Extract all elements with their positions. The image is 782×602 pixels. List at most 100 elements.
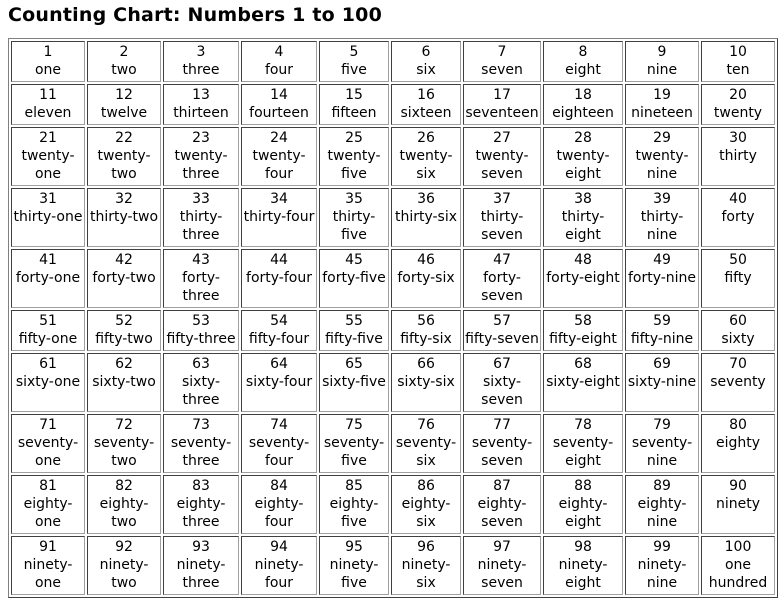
number-word: seventeen bbox=[465, 105, 539, 121]
number-cell: 61 sixty-one bbox=[11, 353, 85, 412]
number-word: ninety-nine bbox=[637, 557, 687, 591]
number-cell: 6 six bbox=[391, 41, 461, 82]
number-cell: 58 fifty-eight bbox=[543, 310, 623, 351]
number-word: sixteen bbox=[400, 105, 452, 121]
number-digit: 16 bbox=[417, 87, 435, 103]
number-cell: 72 seventy-two bbox=[87, 414, 161, 473]
number-word: sixty-five bbox=[322, 374, 386, 390]
number-word: forty-six bbox=[397, 270, 455, 286]
number-cell: 90 ninety bbox=[701, 475, 775, 534]
number-word: fifty-three bbox=[166, 331, 236, 347]
number-digit: 39 bbox=[653, 191, 671, 207]
number-word: seventy bbox=[710, 374, 766, 390]
number-cell: 70 seventy bbox=[701, 353, 775, 412]
number-word: ninety-three bbox=[176, 557, 226, 591]
number-word: nineteen bbox=[631, 105, 693, 121]
number-digit: 95 bbox=[345, 539, 363, 555]
number-digit: 26 bbox=[417, 130, 435, 146]
number-cell: 36 thirty-six bbox=[391, 188, 461, 247]
number-digit: 78 bbox=[574, 417, 592, 433]
number-cell: 46 forty-six bbox=[391, 249, 461, 308]
number-word: eighty-five bbox=[329, 496, 379, 530]
number-digit: 3 bbox=[196, 44, 206, 60]
number-word: ninety-one bbox=[23, 557, 73, 591]
number-digit: 63 bbox=[192, 356, 210, 372]
number-word: forty-three bbox=[182, 270, 220, 304]
number-cell: 1 one bbox=[11, 41, 85, 82]
number-digit: 45 bbox=[345, 252, 363, 268]
number-digit: 22 bbox=[115, 130, 133, 146]
number-cell: 87 eighty-seven bbox=[463, 475, 541, 534]
number-digit: 84 bbox=[270, 478, 288, 494]
number-cell: 99 ninety-nine bbox=[625, 536, 699, 595]
number-word: sixty-two bbox=[92, 374, 156, 390]
number-cell: 28 twenty-eight bbox=[543, 127, 623, 186]
number-word: fifty-two bbox=[95, 331, 153, 347]
number-digit: 38 bbox=[574, 191, 592, 207]
number-cell: 84 eighty-four bbox=[241, 475, 317, 534]
number-digit: 74 bbox=[270, 417, 288, 433]
number-cell: 83 eighty-three bbox=[163, 475, 239, 534]
number-digit: 10 bbox=[729, 44, 747, 60]
number-cell: 92 ninety-two bbox=[87, 536, 161, 595]
number-digit: 21 bbox=[39, 130, 57, 146]
number-digit: 50 bbox=[729, 252, 747, 268]
table-row: 31 thirty-one 32 thirty-two 33 thirty-three 34… bbox=[11, 188, 775, 247]
number-cell: 79 seventy-nine bbox=[625, 414, 699, 473]
number-word: one bbox=[34, 62, 62, 78]
number-cell: 43 forty-three bbox=[163, 249, 239, 308]
number-cell: 39 thirty-nine bbox=[625, 188, 699, 247]
number-word: eighty-six bbox=[401, 496, 451, 530]
table-row: 91 ninety-one 92 ninety-two 93 ninety-three 94… bbox=[11, 536, 775, 595]
number-cell: 11 eleven bbox=[11, 84, 85, 125]
number-cell: 82 eighty-two bbox=[87, 475, 161, 534]
number-cell: 50 fifty bbox=[701, 249, 775, 308]
number-cell: 42 forty-two bbox=[87, 249, 161, 308]
number-digit: 89 bbox=[653, 478, 671, 494]
number-digit: 55 bbox=[345, 313, 363, 329]
number-digit: 4 bbox=[274, 44, 284, 60]
page-title: Counting Chart: Numbers 1 to 100 bbox=[8, 4, 382, 26]
number-cell: 26 twenty-six bbox=[391, 127, 461, 186]
number-word: eighty-two bbox=[99, 496, 149, 530]
number-word: ninety bbox=[715, 496, 761, 512]
number-word: seventy-five bbox=[323, 435, 385, 469]
number-digit: 92 bbox=[115, 539, 133, 555]
number-cell: 77 seventy-seven bbox=[463, 414, 541, 473]
number-digit: 82 bbox=[115, 478, 133, 494]
number-word: seventy-two bbox=[93, 435, 155, 469]
number-cell: 69 sixty-nine bbox=[625, 353, 699, 412]
number-digit: 30 bbox=[729, 130, 747, 146]
number-cell: 94 ninety-four bbox=[241, 536, 317, 595]
number-word: twenty-five bbox=[327, 148, 381, 182]
number-cell: 75 seventy-five bbox=[319, 414, 389, 473]
number-cell: 17 seventeen bbox=[463, 84, 541, 125]
number-digit: 29 bbox=[653, 130, 671, 146]
number-digit: 19 bbox=[653, 87, 671, 103]
number-word: ninety-four bbox=[254, 557, 304, 591]
number-cell: 13 thirteen bbox=[163, 84, 239, 125]
number-digit: 80 bbox=[729, 417, 747, 433]
number-cell: 81 eighty-one bbox=[11, 475, 85, 534]
number-cell: 41 forty-one bbox=[11, 249, 85, 308]
number-digit: 37 bbox=[493, 191, 511, 207]
number-digit: 54 bbox=[270, 313, 288, 329]
number-digit: 24 bbox=[270, 130, 288, 146]
number-word: seventy-six bbox=[395, 435, 457, 469]
number-cell: 33 thirty-three bbox=[163, 188, 239, 247]
number-word: one hundred bbox=[708, 557, 768, 591]
number-cell: 5 five bbox=[319, 41, 389, 82]
number-cell: 51 fifty-one bbox=[11, 310, 85, 351]
table-row: 71 seventy-one 72 seventy-two 73 seventy-thre… bbox=[11, 414, 775, 473]
number-cell: 29 twenty-nine bbox=[625, 127, 699, 186]
number-digit: 79 bbox=[653, 417, 671, 433]
number-digit: 14 bbox=[270, 87, 288, 103]
number-cell: 62 sixty-two bbox=[87, 353, 161, 412]
number-word: four bbox=[264, 62, 294, 78]
number-digit: 85 bbox=[345, 478, 363, 494]
number-word: ninety-two bbox=[99, 557, 149, 591]
number-cell: 65 sixty-five bbox=[319, 353, 389, 412]
number-word: sixty-one bbox=[15, 374, 81, 390]
number-word: fifty bbox=[724, 270, 752, 286]
number-digit: 93 bbox=[192, 539, 210, 555]
